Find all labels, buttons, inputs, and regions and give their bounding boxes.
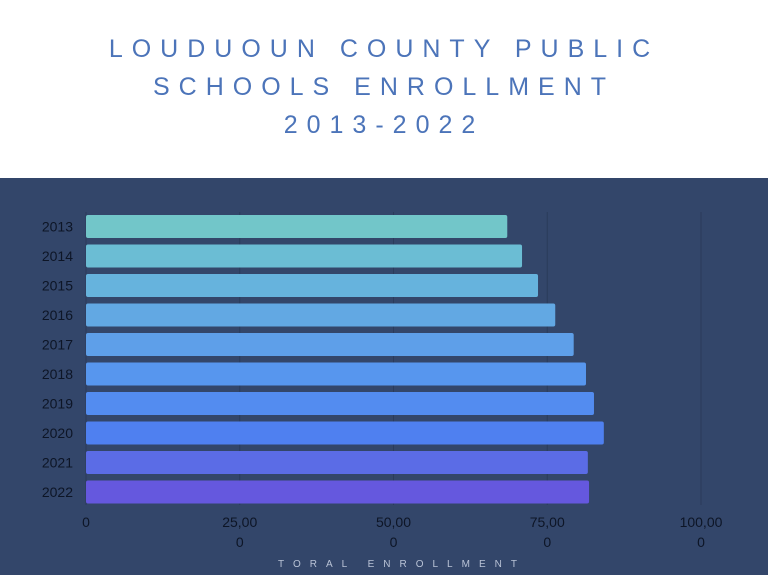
bar-2017 [86, 333, 574, 356]
bar-2015 [86, 274, 539, 297]
x-axis-title: TORAL ENROLLMENT [278, 559, 526, 570]
bar-2020 [86, 421, 604, 445]
x-tick-label: 0 [236, 534, 244, 550]
y-label-2020: 2020 [42, 425, 73, 441]
bar-2018 [86, 362, 586, 386]
title-area: LOUDUOUN COUNTY PUBLIC SCHOOLS ENROLLMEN… [0, 0, 768, 178]
y-label-2017: 2017 [42, 337, 73, 353]
x-tick-label: 75,00 [530, 514, 565, 530]
y-label-2013: 2013 [42, 219, 73, 235]
bar-2014 [86, 244, 523, 268]
x-tick-label: 0 [543, 534, 551, 550]
y-label-2019: 2019 [42, 396, 73, 412]
bar-2016 [86, 303, 556, 327]
bar-2022 [86, 480, 590, 504]
y-label-2014: 2014 [42, 248, 73, 264]
x-tick-label: 50,00 [376, 514, 411, 530]
x-tick-label: 100,00 [680, 514, 723, 530]
bar-2019 [86, 392, 594, 415]
y-label-2015: 2015 [42, 278, 73, 294]
y-label-2018: 2018 [42, 366, 73, 382]
x-tick-label: 25,00 [222, 514, 257, 530]
x-tick-label: 0 [697, 534, 705, 550]
y-label-2021: 2021 [42, 455, 73, 471]
y-label-2016: 2016 [42, 307, 73, 323]
bar-2021 [86, 451, 588, 474]
title-line-1: LOUDUOUN COUNTY PUBLIC [108, 35, 660, 63]
title-line-3: 2013-2022 [283, 111, 485, 139]
bar-2013 [86, 215, 508, 238]
title-line-2: SCHOOLS ENROLLMENT [152, 73, 616, 101]
x-tick-label: 0 [82, 514, 90, 530]
x-tick-label: 0 [390, 534, 398, 550]
y-label-2022: 2022 [42, 484, 73, 500]
